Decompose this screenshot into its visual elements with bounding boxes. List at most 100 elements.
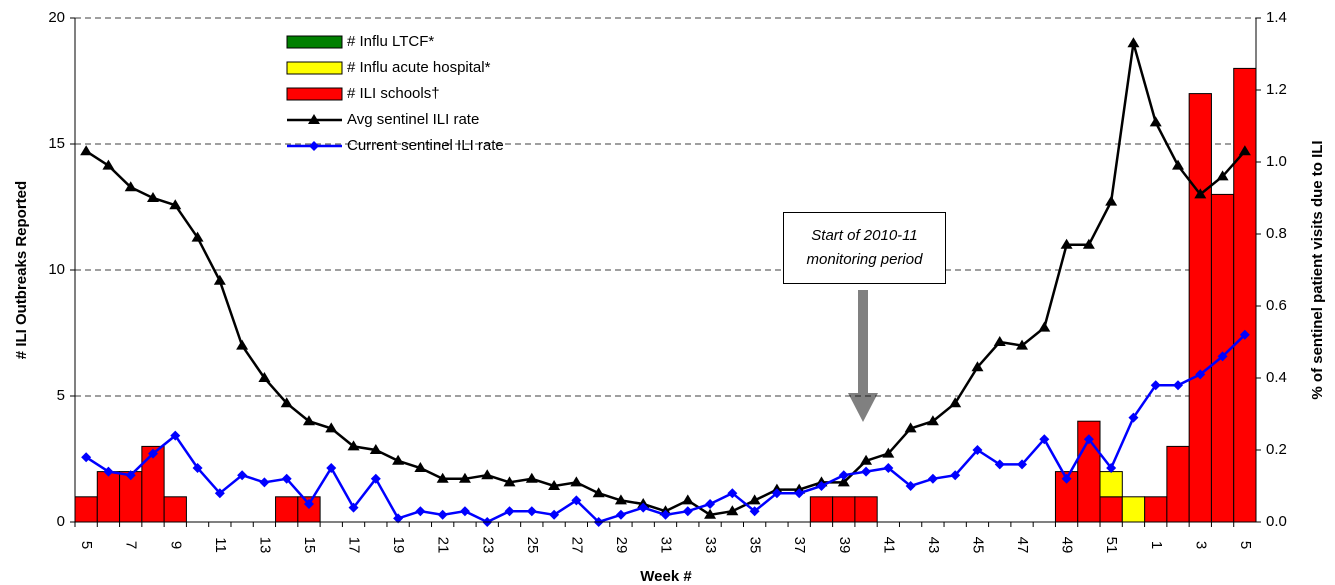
marker <box>615 509 626 520</box>
marker <box>883 463 894 473</box>
bar <box>1144 496 1168 523</box>
marker <box>1150 380 1161 391</box>
x-tick-label: 51 <box>1103 537 1120 554</box>
legend-label: # Influ acute hospital* <box>347 59 491 76</box>
annotation: Start of 2010-11 monitoring period <box>783 212 946 284</box>
x-tick-label: 43 <box>925 537 942 554</box>
marker <box>326 463 337 473</box>
marker <box>950 470 961 481</box>
marker <box>1238 145 1251 156</box>
y2-tick-label: 0.8 <box>1266 225 1287 242</box>
marker <box>525 472 538 483</box>
marker <box>481 469 494 480</box>
marker <box>102 159 115 170</box>
marker <box>771 488 782 499</box>
marker <box>838 470 849 481</box>
x-tick-label: 5 <box>78 541 95 549</box>
x-tick-label: 33 <box>702 537 719 554</box>
marker <box>681 494 694 505</box>
marker <box>570 476 583 487</box>
legend-swatch <box>286 87 343 101</box>
marker <box>259 477 270 488</box>
y-tick-label: 15 <box>48 135 65 152</box>
arrow-head <box>848 393 878 422</box>
marker <box>1172 159 1185 170</box>
marker <box>258 372 271 382</box>
marker <box>638 502 649 513</box>
bar <box>832 496 856 523</box>
x-tick-label: 7 <box>123 541 140 549</box>
bar <box>96 471 121 523</box>
bar <box>854 496 878 523</box>
x-tick-label: 27 <box>568 537 585 554</box>
x-tick-label: 47 <box>1014 537 1031 554</box>
marker <box>81 452 92 463</box>
y-axis-label: # ILI Outbreaks Reported <box>13 181 30 359</box>
bar <box>74 496 98 523</box>
x-tick-label: 19 <box>390 537 407 554</box>
x-tick-label: 5 <box>1237 541 1254 549</box>
marker <box>103 466 114 477</box>
marker <box>1239 329 1250 340</box>
x-tick-label: 23 <box>479 537 496 554</box>
marker <box>437 509 448 520</box>
bar <box>809 496 834 523</box>
bar <box>1121 496 1146 523</box>
y2-tick-label: 0.0 <box>1266 513 1287 530</box>
x-tick-label: 17 <box>346 537 363 554</box>
marker <box>169 199 182 210</box>
marker <box>348 502 359 513</box>
marker <box>1128 412 1139 423</box>
marker <box>392 454 405 465</box>
y2-tick-label: 0.2 <box>1266 441 1287 458</box>
marker <box>905 481 916 491</box>
marker <box>794 488 805 499</box>
marker <box>1217 351 1228 362</box>
legend-label: # ILI schools† <box>347 85 440 102</box>
marker <box>614 494 627 505</box>
marker <box>303 499 314 509</box>
marker <box>436 472 449 483</box>
marker <box>80 145 93 156</box>
y2-tick-label: 1.0 <box>1266 153 1287 170</box>
marker <box>1038 321 1051 332</box>
marker <box>882 447 895 458</box>
marker <box>415 506 426 517</box>
marker <box>1105 195 1118 206</box>
x-tick-label: 45 <box>969 537 986 554</box>
marker <box>1106 463 1117 473</box>
marker <box>548 480 561 490</box>
y2-tick-label: 1.2 <box>1266 81 1287 98</box>
marker <box>1194 188 1207 199</box>
marker <box>704 508 717 519</box>
x-tick-label: 39 <box>836 537 853 554</box>
x-tick-label: 49 <box>1059 537 1076 554</box>
bar <box>1233 67 1257 523</box>
y-tick-label: 10 <box>48 261 65 278</box>
marker <box>124 181 137 192</box>
marker <box>549 509 560 520</box>
marker <box>236 339 249 350</box>
marker <box>125 470 136 481</box>
marker <box>1216 170 1229 181</box>
marker <box>861 466 872 477</box>
marker <box>414 462 427 472</box>
marker <box>170 430 181 441</box>
marker <box>926 415 939 426</box>
x-tick-label: 11 <box>212 537 229 553</box>
marker <box>726 505 739 516</box>
marker <box>1149 116 1162 127</box>
marker <box>302 415 315 426</box>
marker <box>682 506 693 517</box>
marker <box>237 470 248 481</box>
x-tick-label: 21 <box>435 537 452 554</box>
marker <box>927 473 938 484</box>
bar <box>275 496 299 523</box>
x-tick-label: 31 <box>658 537 675 554</box>
marker <box>1083 434 1094 445</box>
marker <box>1017 459 1028 470</box>
marker <box>459 506 470 517</box>
marker <box>571 495 582 506</box>
